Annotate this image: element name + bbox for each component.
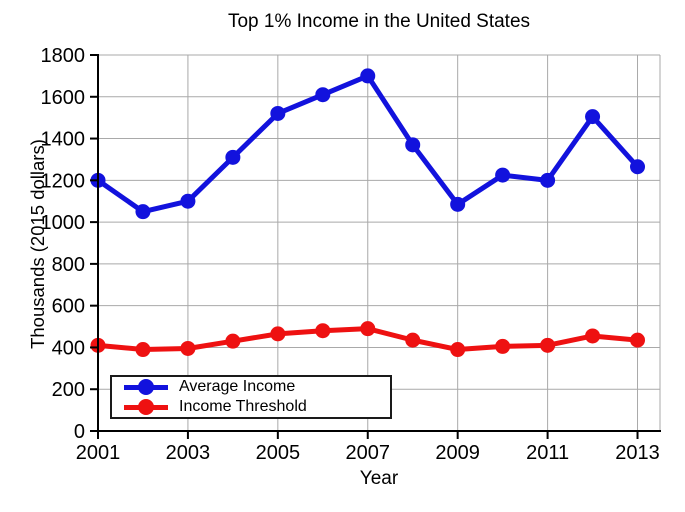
- series-0-marker: [180, 193, 196, 209]
- y-tick-label: 800: [52, 254, 85, 276]
- y-tick-label: 1800: [41, 45, 86, 67]
- series-1-marker: [360, 321, 376, 337]
- y-tick-label: 200: [52, 379, 85, 401]
- axes: [90, 54, 661, 439]
- x-tick-label: 2001: [76, 442, 121, 464]
- series-0-marker: [135, 204, 151, 220]
- tick-labels: 0 200 400 600 800 1000 1200 1400 1600 1800 2001 200…: [41, 45, 660, 464]
- series-0-marker: [405, 137, 421, 153]
- series-0-marker: [360, 68, 376, 84]
- series-0-marker: [630, 159, 646, 175]
- series-1-marker: [315, 323, 331, 339]
- legend: Average Income Income Threshold: [110, 375, 392, 419]
- x-axis-label: Year: [359, 468, 399, 489]
- legend-item-average-income: Average Income: [124, 378, 390, 397]
- x-tick-label: 2009: [435, 442, 480, 464]
- series-1-marker: [540, 337, 556, 353]
- series-1-marker: [630, 332, 646, 348]
- average-income-line-swatch-icon: [124, 379, 168, 395]
- chart-title: Top 1% Income in the United States: [227, 11, 531, 32]
- x-tick-label: 2005: [256, 442, 301, 464]
- legend-label-income-threshold: Income Threshold: [179, 398, 307, 415]
- series-0-marker: [450, 196, 466, 212]
- y-tick-label: 0: [74, 421, 85, 443]
- y-tick-label: 400: [52, 337, 85, 359]
- series-0-marker: [540, 172, 556, 188]
- x-tick-label: 2007: [346, 442, 391, 464]
- x-tick-label: 2003: [166, 442, 211, 464]
- income-threshold-line-swatch-icon: [124, 399, 168, 415]
- series-1-marker: [495, 338, 511, 354]
- y-tick-label: 1600: [41, 87, 86, 109]
- series-0-marker: [225, 149, 241, 165]
- series-0-marker: [270, 105, 286, 121]
- legend-label-average-income: Average Income: [179, 378, 296, 395]
- series-1-marker: [180, 340, 196, 356]
- series-0-marker: [585, 109, 601, 125]
- series-1-marker: [270, 326, 286, 342]
- series-0-marker: [315, 87, 331, 103]
- series-1-marker: [450, 342, 466, 358]
- series-1-marker: [405, 332, 421, 348]
- y-tick-label: 1200: [41, 170, 86, 192]
- series-lines: [90, 68, 646, 358]
- y-tick-label: 1000: [41, 212, 86, 234]
- x-tick-label: 2013: [615, 442, 660, 464]
- series-1-marker: [135, 342, 151, 358]
- y-tick-label: 1400: [41, 129, 86, 151]
- y-tick-label: 600: [52, 296, 85, 318]
- series-1-marker: [225, 333, 241, 349]
- x-tick-label: 2011: [526, 442, 569, 464]
- series-1-marker: [585, 328, 601, 344]
- series-0-marker: [495, 167, 511, 183]
- gridlines: [98, 54, 661, 431]
- legend-item-income-threshold: Income Threshold: [124, 398, 390, 417]
